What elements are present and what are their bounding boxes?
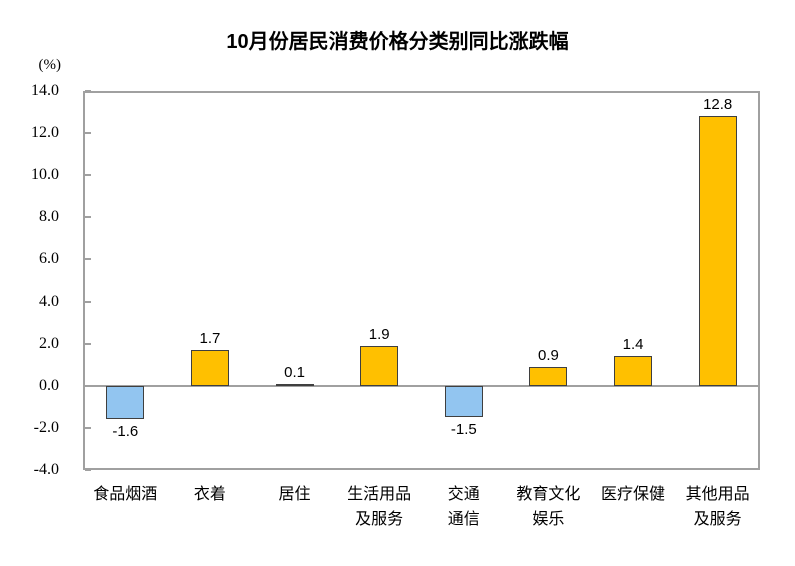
x-axis-category-line: 生活用品 <box>347 486 412 503</box>
x-axis-category-line: 通信 <box>447 511 480 528</box>
y-tick-label: 6.0 <box>39 250 59 268</box>
y-tick-label: 10.0 <box>31 166 59 184</box>
x-axis-category-label: 食品烟酒 <box>83 482 168 507</box>
x-axis-category-line: 医疗保健 <box>601 486 666 503</box>
y-tick-mark <box>85 426 91 429</box>
x-axis-category-line: 居住 <box>278 486 311 503</box>
bar-value-label: 0.1 <box>284 363 305 381</box>
bar-value-label: 12.8 <box>703 96 733 114</box>
chart-title: 10月份居民消费价格分类别同比涨跌幅 <box>226 31 569 53</box>
x-axis-category-label: 生活用品 及服务 <box>337 482 422 532</box>
x-axis-category-line: 交通 <box>447 486 480 503</box>
x-axis-category-label: 其他用品 及服务 <box>675 482 760 532</box>
y-tick-mark <box>85 216 91 219</box>
x-axis-category-line: 及服务 <box>693 511 742 528</box>
x-axis-category-label: 居住 <box>252 482 337 507</box>
bar-value-label: 1.9 <box>368 325 390 343</box>
plot-area <box>83 91 760 470</box>
bar-value-label: 1.7 <box>199 329 221 347</box>
y-tick-label: 8.0 <box>39 208 59 226</box>
bar <box>190 349 229 386</box>
y-tick-label: -4.0 <box>33 461 59 478</box>
bar-value-label: -1.6 <box>112 423 139 441</box>
y-tick-label: 14.0 <box>31 82 59 99</box>
x-axis-category-line: 及服务 <box>355 511 404 528</box>
bar <box>529 366 568 386</box>
bar-value-label: 1.4 <box>622 336 644 354</box>
x-axis-category-line: 食品烟酒 <box>93 486 158 503</box>
x-axis-category-label: 医疗保健 <box>591 482 676 507</box>
x-axis-category-line: 衣着 <box>193 486 226 503</box>
x-axis-category-label: 衣着 <box>168 482 253 507</box>
bar <box>444 385 483 418</box>
x-axis-category-line: 其他用品 <box>685 486 750 503</box>
bar <box>275 383 314 386</box>
y-tick-mark <box>85 300 91 303</box>
y-tick-mark <box>85 342 91 345</box>
bar <box>106 385 145 420</box>
y-tick-label: 0.0 <box>39 376 59 394</box>
bar <box>614 356 653 386</box>
bar <box>360 345 399 386</box>
zero-axis-line <box>83 384 760 387</box>
y-tick-mark <box>85 174 91 177</box>
y-tick-mark <box>85 132 91 135</box>
bar-value-label: -1.5 <box>450 421 477 439</box>
y-tick-label: -2.0 <box>33 418 59 436</box>
x-axis-category-line: 娱乐 <box>532 511 565 528</box>
bar-value-label: 0.9 <box>538 346 559 364</box>
y-tick-mark <box>85 258 91 261</box>
y-tick-mark <box>85 90 91 92</box>
y-tick-mark <box>85 469 91 471</box>
x-axis-category-label: 交通 通信 <box>422 482 507 532</box>
y-tick-label: 2.0 <box>39 334 59 352</box>
y-axis-unit-label: (%) <box>38 57 62 73</box>
y-tick-label: 12.0 <box>31 124 59 142</box>
bar <box>698 116 737 386</box>
y-tick-label: 4.0 <box>39 292 59 310</box>
x-axis-category-label: 教育文化 娱乐 <box>506 482 591 532</box>
x-axis-category-line: 教育文化 <box>516 486 581 503</box>
